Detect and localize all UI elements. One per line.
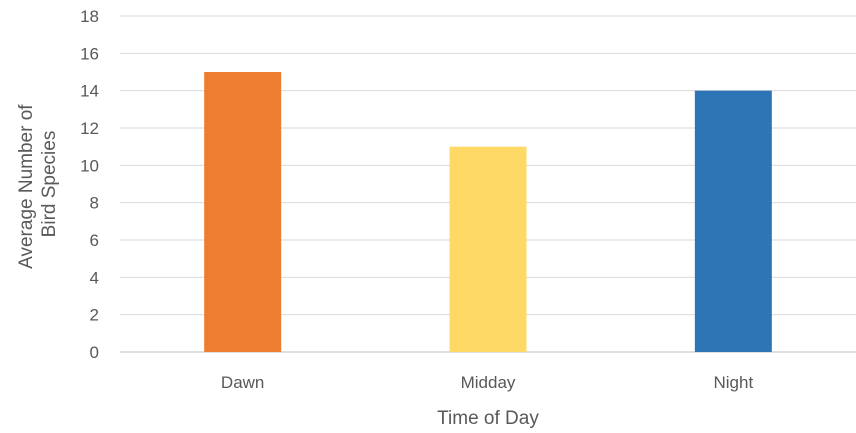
y-axis-title-line-2: Bird Species bbox=[39, 131, 60, 238]
x-tick-label-night: Night bbox=[713, 373, 753, 392]
y-axis-ticks: 0 2 4 6 8 10 12 14 16 18 bbox=[80, 7, 99, 362]
y-tick-label-14: 14 bbox=[80, 82, 99, 101]
y-tick-label-8: 8 bbox=[90, 194, 99, 213]
bars bbox=[204, 72, 772, 353]
x-axis-title: Time of Day bbox=[437, 408, 539, 429]
x-tick-label-dawn: Dawn bbox=[221, 373, 264, 392]
x-axis-ticks: Dawn Midday Night bbox=[221, 373, 754, 392]
y-tick-label-4: 4 bbox=[90, 268, 99, 287]
y-tick-label-18: 18 bbox=[80, 7, 99, 26]
y-axis-title: Average Number of Bird Species bbox=[16, 99, 60, 269]
bar-midday bbox=[449, 146, 527, 352]
y-tick-label-10: 10 bbox=[80, 156, 99, 175]
bar-dawn bbox=[204, 72, 282, 352]
bar-night bbox=[694, 90, 772, 353]
y-tick-label-6: 6 bbox=[90, 231, 99, 250]
y-tick-label-16: 16 bbox=[80, 44, 99, 63]
y-axis-title-line-1: Average Number of bbox=[16, 104, 37, 269]
y-tick-label-12: 12 bbox=[80, 119, 99, 138]
y-tick-label-2: 2 bbox=[90, 306, 99, 325]
x-tick-label-midday: Midday bbox=[461, 373, 516, 392]
y-tick-label-0: 0 bbox=[90, 343, 99, 362]
